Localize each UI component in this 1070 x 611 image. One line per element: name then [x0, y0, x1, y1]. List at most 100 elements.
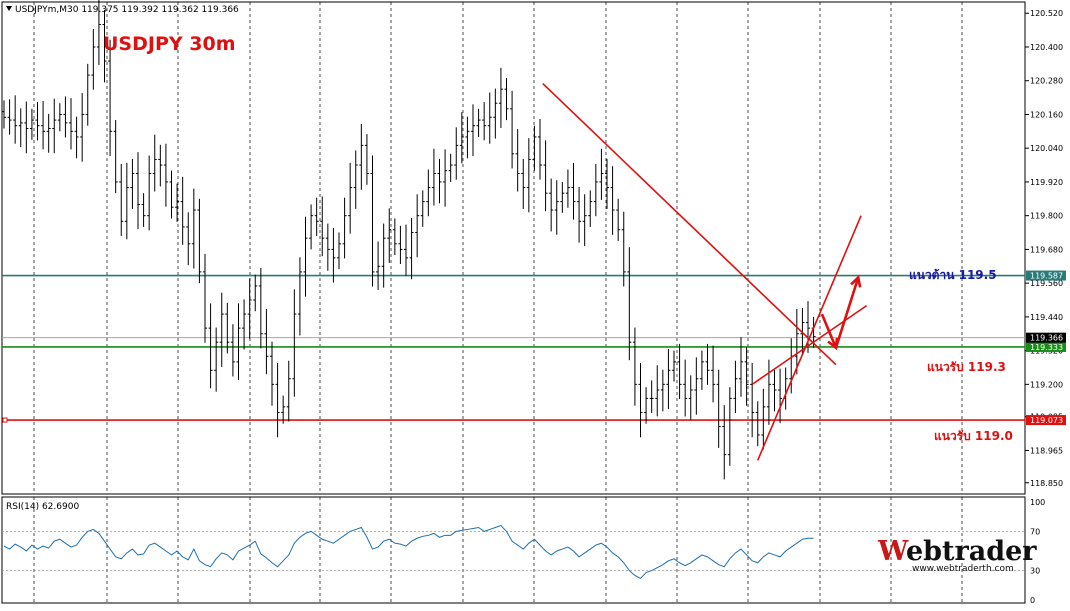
candle	[96, 0, 101, 65]
candle	[292, 289, 297, 397]
y-tick-label: 119.920	[1030, 178, 1063, 187]
logo-w: W	[877, 536, 909, 567]
candle	[247, 278, 252, 339]
y-tick-label: 119.680	[1030, 245, 1063, 254]
candle	[694, 357, 699, 415]
candle	[404, 224, 408, 276]
candle	[465, 116, 470, 159]
candle	[74, 116, 79, 159]
level-label-support-1: แนวรับ 119.3	[927, 360, 1006, 374]
y-tick-label: 120.520	[1030, 9, 1063, 18]
target-arrow[interactable]	[834, 274, 862, 349]
candle	[2, 100, 6, 129]
y-tick-label: 119.200	[1030, 380, 1063, 389]
y-tick-label: 119.800	[1030, 212, 1063, 221]
candle	[152, 134, 157, 192]
candle	[605, 158, 609, 209]
candle	[577, 186, 582, 243]
main-plot-frame	[1, 1, 1026, 495]
candle	[147, 155, 152, 231]
candle	[80, 93, 85, 162]
level-handle-left[interactable]	[2, 417, 8, 423]
candle	[337, 232, 341, 270]
candle	[124, 162, 129, 240]
candle	[253, 274, 258, 312]
y-tick-label: 119.560	[1030, 279, 1063, 288]
candle	[437, 158, 442, 204]
candle	[370, 155, 375, 287]
candle	[208, 303, 213, 389]
candle	[794, 309, 799, 375]
candle	[163, 143, 168, 207]
candle	[638, 362, 643, 438]
candle	[219, 292, 224, 367]
candle	[493, 88, 498, 139]
candle	[191, 188, 196, 269]
candle	[526, 138, 531, 213]
candle	[471, 104, 475, 157]
level-label-resistance: แนวต้าน 119.5	[909, 268, 997, 282]
logo-site: www.webtraderth.com	[912, 564, 1014, 574]
candle	[225, 302, 230, 354]
candle	[297, 257, 302, 336]
candle	[660, 369, 665, 412]
candle	[52, 98, 57, 154]
candle	[571, 162, 576, 220]
channel-upper[interactable]	[751, 304, 868, 386]
candle	[666, 348, 671, 410]
candle	[57, 103, 62, 132]
candle	[454, 127, 459, 180]
candle	[353, 150, 358, 209]
y-tick-label: 120.400	[1030, 43, 1063, 52]
candle	[761, 388, 766, 450]
candle	[24, 101, 29, 154]
y-tick-label: 120.280	[1030, 77, 1063, 86]
candle	[632, 327, 637, 406]
candle	[325, 223, 330, 271]
candle	[275, 362, 280, 438]
candle	[733, 360, 738, 414]
candle	[627, 247, 632, 361]
candle	[593, 163, 598, 217]
candle	[18, 108, 23, 148]
y-tick-label: 118.965	[1030, 446, 1063, 455]
y-tick-label: 118.850	[1030, 479, 1063, 488]
candle	[258, 267, 263, 349]
candle	[443, 149, 448, 207]
candle	[91, 28, 96, 90]
candle	[214, 327, 219, 392]
candle	[348, 162, 353, 234]
candle	[431, 148, 436, 206]
level-badge-resistance	[1026, 270, 1066, 281]
symbol-header: USDJPYm,M30 119.375 119.392 119.362 119.…	[6, 5, 239, 15]
candle	[739, 337, 743, 397]
candle	[482, 102, 487, 141]
candle	[69, 98, 73, 150]
level-badge-support-2	[1026, 415, 1066, 426]
rsi-plot-frame	[1, 496, 1026, 604]
downtrend-line[interactable]	[542, 82, 837, 366]
candle	[510, 90, 515, 169]
candle	[806, 301, 810, 353]
candle	[750, 362, 755, 438]
candle	[487, 92, 492, 144]
y-tick-label: 120.040	[1030, 144, 1063, 153]
candle	[320, 196, 325, 257]
candle	[175, 183, 180, 222]
candle	[270, 341, 274, 406]
candle	[186, 212, 191, 266]
channel-lower[interactable]	[757, 215, 862, 461]
candle	[459, 112, 464, 164]
trendlines	[542, 82, 868, 461]
y-tick-label: 120.160	[1030, 110, 1063, 119]
candle	[264, 309, 269, 375]
candle	[303, 216, 308, 297]
candle	[331, 228, 336, 283]
candle	[108, 39, 113, 157]
y-axis-ticks: 120.520 120.400 120.280 120.160 120.040 119.9…	[1025, 9, 1063, 488]
price-levels: 119.587 แนวต้าน 119.5 119.333 แนวรับ 119.3 1…	[2, 268, 1066, 443]
candle	[426, 169, 431, 217]
candle	[63, 96, 68, 138]
candle	[409, 217, 414, 280]
